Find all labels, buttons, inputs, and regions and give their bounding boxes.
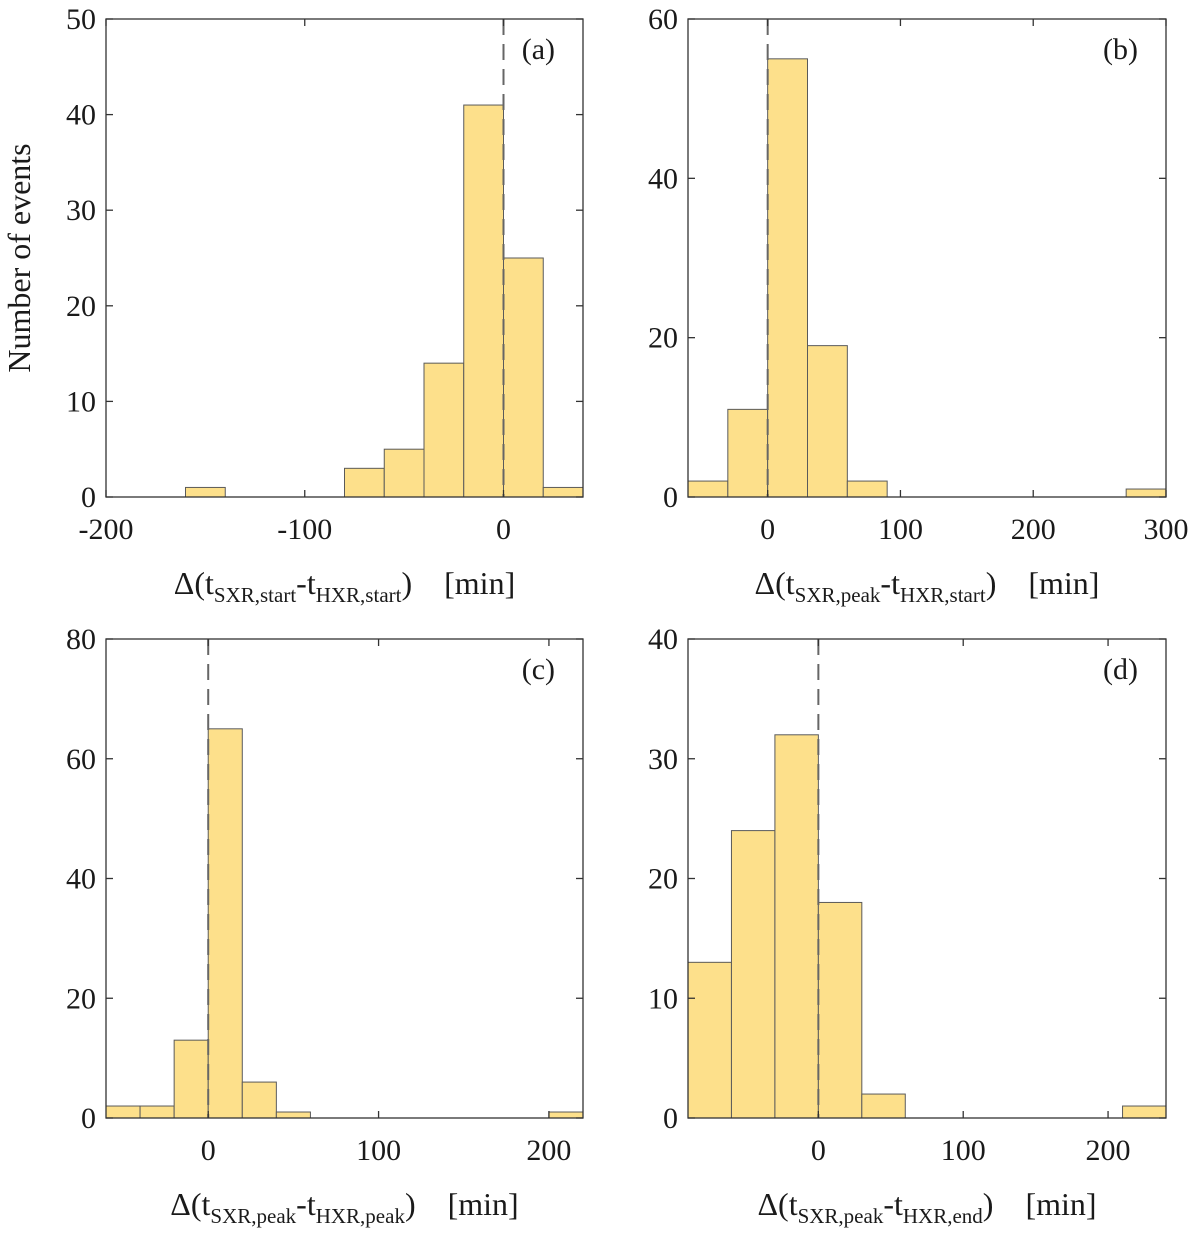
histogram-bar — [241, 1081, 277, 1119]
panel-d: 0 10 20 30 40 0 100 200 (d) Δ(tSXR,peak-tHXR,end)… — [648, 623, 1167, 1228]
panel-c: 0 20 40 60 80 0 100 200 (c) Δ(tSXR,peak-tHXR,peak… — [66, 623, 584, 1228]
histogram-bar — [1125, 488, 1167, 498]
histogram-bar — [727, 408, 769, 498]
x-tick-label: 0 — [760, 513, 775, 546]
x-tick-label: 100 — [356, 1134, 401, 1167]
histogram-bar — [423, 362, 465, 498]
histogram-bar — [383, 448, 425, 498]
histogram-bar — [807, 345, 848, 498]
y-tick-label: 40 — [648, 162, 678, 195]
y-tick-label: 10 — [648, 982, 678, 1015]
x-tick-label: 0 — [496, 513, 511, 546]
panel-b: 0 20 40 60 0 100 200 300 (b) Δ(tSXR,peak-tHXR,sta… — [648, 3, 1189, 607]
y-tick-label: 40 — [66, 863, 96, 896]
x-tick-label: 200 — [526, 1134, 571, 1167]
histogram-bar — [687, 961, 732, 1119]
y-tick-label: 0 — [663, 481, 678, 514]
x-tick-label: 0 — [201, 1134, 216, 1167]
histogram-bar — [730, 830, 776, 1119]
y-tick-label: 50 — [66, 3, 96, 36]
y-tick-label: 60 — [66, 743, 96, 776]
histogram-bar — [105, 1105, 141, 1119]
histogram-bar — [344, 467, 385, 498]
y-axis-label: Number of events — [1, 143, 37, 372]
y-tick-label: 20 — [648, 322, 678, 355]
histogram-bar — [542, 486, 584, 498]
y-tick-label: 0 — [663, 1102, 678, 1135]
x-tick-label: 300 — [1144, 513, 1189, 546]
histogram-bar — [548, 1111, 584, 1119]
histogram-bar — [774, 734, 819, 1119]
histogram-bar — [173, 1039, 209, 1119]
panel-label: (b) — [1103, 33, 1138, 66]
y-tick-label: 30 — [66, 194, 96, 227]
histogram-bar — [861, 1093, 906, 1119]
histogram-bar — [185, 486, 226, 498]
y-tick-label: 0 — [81, 1102, 96, 1135]
histogram-bar — [846, 480, 888, 498]
y-tick-label: 20 — [66, 290, 96, 323]
x-axis-label: Δ(tSXR,peak-tHXR,end) [min] — [757, 1186, 1096, 1228]
x-tick-label: 0 — [811, 1134, 826, 1167]
x-tick-label: 100 — [941, 1134, 986, 1167]
plot-frame — [687, 18, 1167, 498]
y-tick-label: 20 — [66, 982, 96, 1015]
panel-label: (d) — [1103, 653, 1138, 686]
x-tick-label: 200 — [1086, 1134, 1131, 1167]
y-tick-label: 10 — [66, 385, 96, 418]
plot-frame — [105, 18, 584, 498]
panel-label: (a) — [522, 33, 555, 66]
histogram-bar — [139, 1105, 175, 1119]
x-axis-label: Δ(tSXR,peak-tHXR,start) [min] — [755, 565, 1100, 607]
histogram-bar — [767, 58, 809, 498]
histogram-bar — [817, 901, 863, 1119]
y-tick-label: 40 — [648, 623, 678, 656]
y-tick-label: 60 — [648, 3, 678, 36]
y-tick-label: 40 — [66, 99, 96, 132]
x-tick-label: -100 — [277, 513, 332, 546]
y-tick-label: 0 — [81, 481, 96, 514]
x-tick-label: -200 — [79, 513, 134, 546]
histogram-bar — [1122, 1105, 1167, 1119]
histogram-bar — [207, 728, 243, 1119]
y-tick-label: 80 — [66, 623, 96, 656]
histogram-bar — [687, 480, 729, 498]
histogram-bar — [275, 1111, 311, 1119]
histogram-bar — [463, 104, 504, 498]
y-tick-label: 20 — [648, 863, 678, 896]
panel-a: 0 10 20 30 40 50 -200 -100 0 (a) Δ(tSXR,start-tHXR… — [66, 3, 584, 607]
panel-label: (c) — [522, 653, 555, 686]
x-tick-label: 200 — [1011, 513, 1056, 546]
histogram-bar — [503, 257, 544, 498]
x-tick-label: 100 — [878, 513, 923, 546]
x-axis-label: Δ(tSXR,peak-tHXR,peak) [min] — [170, 1186, 518, 1228]
x-axis-label: Δ(tSXR,start-tHXR,start) [min] — [174, 565, 515, 607]
y-tick-label: 30 — [648, 743, 678, 776]
